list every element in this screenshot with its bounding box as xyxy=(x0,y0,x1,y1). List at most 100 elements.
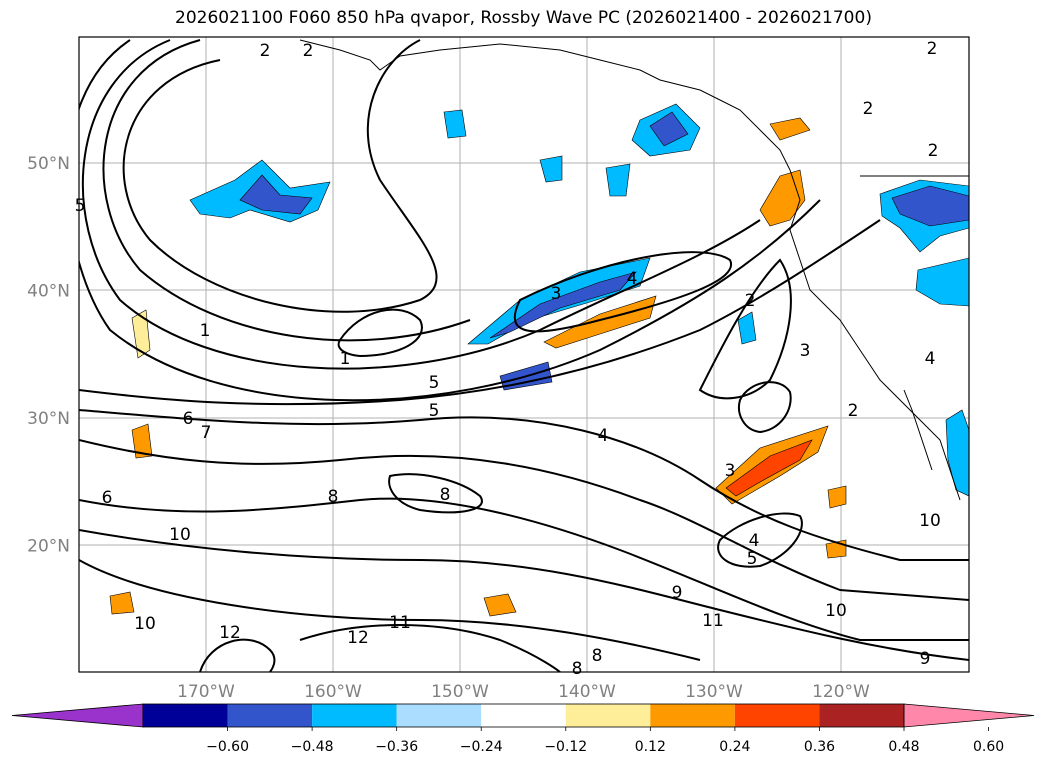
contour-ring-5 xyxy=(513,251,733,333)
contour-ring-3 xyxy=(717,512,803,568)
anomaly-positive-coast xyxy=(759,169,806,227)
colorbar-tick-label: 0.12 xyxy=(635,739,666,755)
lon-label: 150°W xyxy=(431,682,489,702)
contour-label: 1 xyxy=(200,321,211,341)
contour-label: 8 xyxy=(440,485,451,505)
contour-label: 2 xyxy=(745,291,756,311)
map-title: 2026021100 F060 850 hPa qvapor, Rossby W… xyxy=(175,8,872,28)
contour-label: 6 xyxy=(102,488,113,508)
lat-label: 50°N xyxy=(27,154,70,174)
contour-low-3 xyxy=(81,39,761,370)
colorbar-tick-label: 0.48 xyxy=(888,739,919,755)
colorbar-tick-label: −0.36 xyxy=(375,739,418,755)
anomaly-small-4 xyxy=(131,423,153,459)
contour-mid-7 xyxy=(79,439,969,601)
coastlines xyxy=(299,39,969,501)
anomaly-small-6 xyxy=(605,163,631,197)
contour-label: 2 xyxy=(863,99,874,119)
contour-label: 12 xyxy=(347,628,369,648)
contour-label: 4 xyxy=(749,531,760,551)
contour-hi-11 xyxy=(299,624,561,672)
lat-label: 20°N xyxy=(27,537,70,557)
contour-label: 5 xyxy=(75,196,86,216)
anomaly-negative-ne-core xyxy=(649,111,689,147)
lon-label: 130°W xyxy=(685,682,743,702)
map-content xyxy=(79,37,969,672)
colorbar-tick-label: −0.12 xyxy=(544,739,587,755)
colorbar-tick-label: −0.48 xyxy=(291,739,334,755)
graticule xyxy=(79,37,969,672)
colorbar-extend-high xyxy=(903,703,1035,728)
lon-label: 120°W xyxy=(812,682,870,702)
contour-label: 8 xyxy=(328,487,339,507)
contour-label: 4 xyxy=(598,426,609,446)
colorbar-segment xyxy=(227,704,313,727)
contour-hi-12 xyxy=(199,638,276,672)
coast-north-america xyxy=(789,169,961,501)
colorbar-frame xyxy=(142,703,905,728)
contour-label: 12 xyxy=(219,623,241,643)
contour-label: 5 xyxy=(429,373,440,393)
anomaly-small-3 xyxy=(483,593,517,617)
contour-low-2 xyxy=(102,39,471,342)
colorbar-segment xyxy=(650,704,735,727)
map-frame xyxy=(78,36,970,673)
contour-label: 2 xyxy=(928,141,939,161)
colorbar-segment xyxy=(565,704,651,727)
contour-label: 5 xyxy=(429,401,440,421)
anomaly-negative-nw-core xyxy=(239,174,313,215)
colorbar-segment xyxy=(734,704,820,727)
lat-label: 30°N xyxy=(27,409,70,429)
colorbar-segment xyxy=(396,704,482,727)
anomaly-small-1 xyxy=(131,309,151,359)
colorbar-tick-label: −0.60 xyxy=(206,739,249,755)
contour-label: 8 xyxy=(592,646,603,666)
colorbar-segment xyxy=(312,704,397,727)
contour-label: 2 xyxy=(260,41,271,61)
contour-hi-9 xyxy=(79,529,969,661)
contour-lines xyxy=(79,39,969,672)
contour-label: 9 xyxy=(920,649,931,669)
latitude-labels: 50°N 40°N 30°N 20°N xyxy=(27,154,70,557)
contour-label: 11 xyxy=(702,611,724,631)
colorbar-segment xyxy=(143,704,228,727)
anomaly-negative-band-core xyxy=(489,271,637,339)
coast-baja xyxy=(903,389,933,471)
contour-label: 6 xyxy=(183,409,194,429)
contour-ring-2 xyxy=(738,381,792,434)
colorbar: −0.60 −0.48 −0.36 −0.24 −0.12 0.12 0.24 0.36 0.4… xyxy=(11,703,1035,755)
anomaly-small-10 xyxy=(737,311,757,345)
contour-label: 10 xyxy=(919,511,941,531)
anomaly-small-8 xyxy=(827,485,847,509)
anomaly-small-5 xyxy=(539,155,563,183)
contour-label: 3 xyxy=(551,284,562,304)
longitude-labels: 170°W 160°W 150°W 140°W 130°W 120°W xyxy=(177,682,870,702)
shaded-anomalies xyxy=(109,103,969,617)
colorbar-extend-low xyxy=(11,703,144,728)
contour-label: 10 xyxy=(825,601,847,621)
contour-ring-6 xyxy=(698,258,792,400)
contour-label: 9 xyxy=(672,583,683,603)
contour-ring-1 xyxy=(337,308,423,358)
contour-label: 4 xyxy=(627,269,638,289)
contour-label: 11 xyxy=(389,613,411,633)
coast-alaska xyxy=(299,39,791,171)
colorbar-tick-label: 0.24 xyxy=(719,739,750,755)
contour-label: 7 xyxy=(201,423,212,443)
anomaly-negative-baja xyxy=(945,409,969,497)
anomaly-positive-ak xyxy=(769,117,811,141)
anomaly-negative-east-2 xyxy=(915,257,969,307)
contour-mid-6 xyxy=(79,409,969,561)
contour-label: 2 xyxy=(303,41,314,61)
contour-label: 8 xyxy=(572,659,583,679)
anomaly-small-7 xyxy=(443,109,467,139)
anomaly-negative-east-core xyxy=(891,185,969,227)
colorbar-segment xyxy=(481,704,566,727)
anomaly-positive-band xyxy=(543,295,657,349)
contour-label: 5 xyxy=(747,549,758,569)
contour-label: 2 xyxy=(848,401,859,421)
anomaly-positive-se-core xyxy=(725,439,813,497)
contour-low-4 xyxy=(79,39,821,402)
